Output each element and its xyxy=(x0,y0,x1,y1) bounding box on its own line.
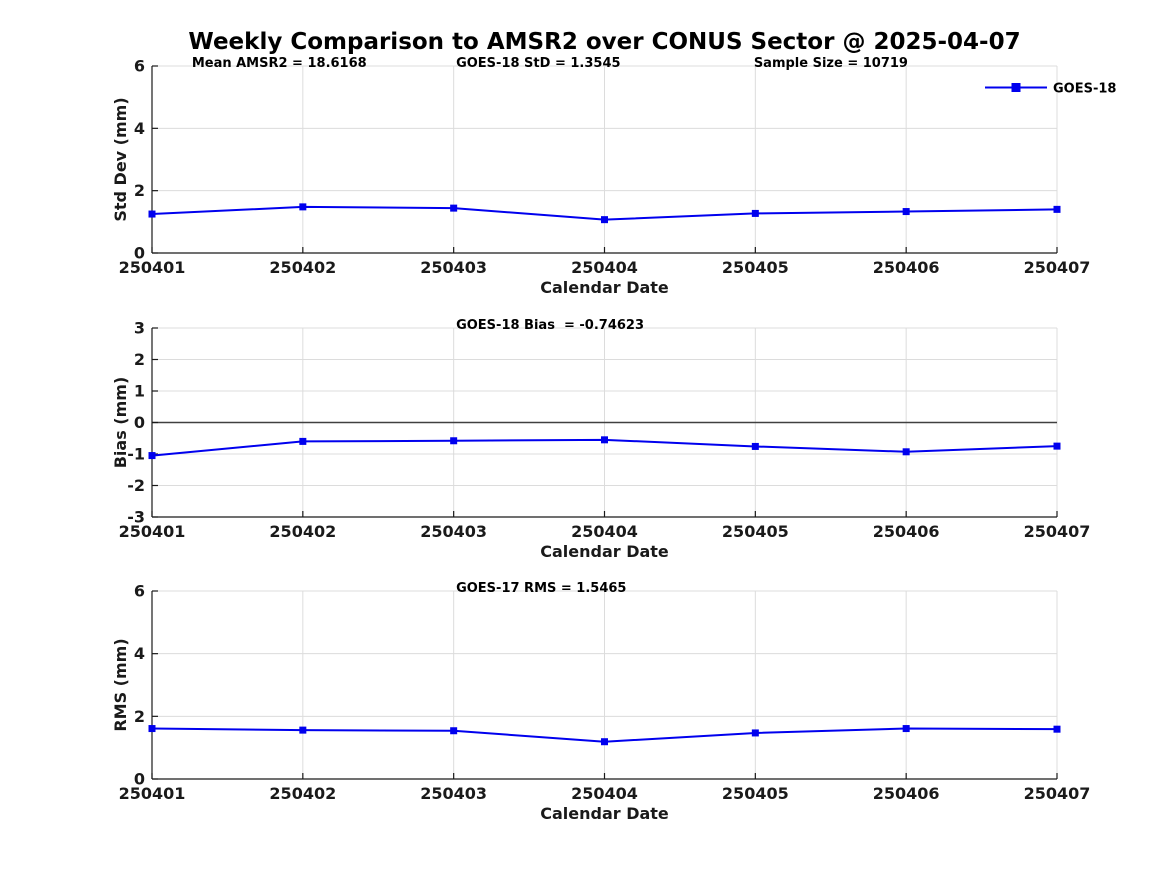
x-tick-label: 250401 xyxy=(119,522,186,541)
y-axis-title: RMS (mm) xyxy=(111,638,130,731)
x-axis-title: Calendar Date xyxy=(540,278,669,297)
y-tick-label: 2 xyxy=(134,350,145,369)
x-tick-label: 250404 xyxy=(571,258,638,277)
y-tick-label: 2 xyxy=(134,707,145,726)
x-tick-label: 250407 xyxy=(1024,522,1091,541)
data-point-marker xyxy=(1053,442,1061,450)
x-tick-label: 250406 xyxy=(873,258,940,277)
data-point-marker xyxy=(601,436,608,444)
data-point-marker xyxy=(902,448,910,456)
y-tick-label: 4 xyxy=(134,119,145,138)
y-tick-label: 0 xyxy=(134,413,145,432)
y-tick-label: 6 xyxy=(134,57,145,76)
y-tick-label: -2 xyxy=(127,476,145,495)
x-tick-label: 250403 xyxy=(420,258,487,277)
data-point-marker xyxy=(148,452,156,460)
y-tick-label: 6 xyxy=(134,582,145,601)
data-point-marker xyxy=(450,727,458,735)
x-tick-label: 250401 xyxy=(119,258,186,277)
data-point-marker xyxy=(299,726,307,734)
data-point-marker xyxy=(601,738,608,746)
data-point-marker xyxy=(299,437,307,445)
y-axis-title: Bias (mm) xyxy=(111,377,130,469)
y-tick-label: 2 xyxy=(134,181,145,200)
x-tick-label: 250407 xyxy=(1024,784,1091,803)
y-tick-label: -1 xyxy=(127,445,145,464)
data-point-marker xyxy=(902,208,910,216)
data-point-marker xyxy=(751,729,759,737)
data-point-marker xyxy=(1053,725,1061,733)
stat-annotation: Sample Size = 10719 xyxy=(754,56,908,71)
x-tick-label: 250404 xyxy=(571,522,638,541)
data-point-marker xyxy=(1053,205,1061,213)
data-point-marker xyxy=(751,442,759,450)
y-tick-label: -3 xyxy=(127,508,145,527)
y-tick-label: 1 xyxy=(134,382,145,401)
x-tick-label: 250406 xyxy=(873,784,940,803)
data-point-marker xyxy=(601,216,608,224)
y-tick-label: 4 xyxy=(134,644,145,663)
x-tick-label: 250401 xyxy=(119,784,186,803)
x-tick-label: 250403 xyxy=(420,522,487,541)
x-tick-label: 250404 xyxy=(571,784,638,803)
x-tick-label: 250403 xyxy=(420,784,487,803)
y-tick-label: 3 xyxy=(134,319,145,338)
x-axis-title: Calendar Date xyxy=(540,804,669,823)
x-tick-label: 250406 xyxy=(873,522,940,541)
stat-annotation: GOES-18 Bias = -0.74623 xyxy=(456,318,644,333)
y-axis-title: Std Dev (mm) xyxy=(111,97,130,221)
legend-label: GOES-18 xyxy=(1053,82,1116,97)
stat-annotation: Mean AMSR2 = 18.6168 xyxy=(192,56,367,71)
data-point-marker xyxy=(450,437,458,445)
x-tick-label: 250407 xyxy=(1024,258,1091,277)
x-tick-label: 250402 xyxy=(269,522,336,541)
y-tick-label: 0 xyxy=(134,770,145,789)
data-point-marker xyxy=(299,203,307,211)
x-tick-label: 250405 xyxy=(722,258,789,277)
y-tick-label: 0 xyxy=(134,244,145,263)
x-tick-label: 250402 xyxy=(269,784,336,803)
x-tick-label: 250402 xyxy=(269,258,336,277)
x-axis-title: Calendar Date xyxy=(540,542,669,561)
stat-annotation: GOES-17 RMS = 1.5465 xyxy=(456,581,626,596)
data-point-marker xyxy=(450,204,458,212)
data-point-marker xyxy=(902,725,910,733)
data-point-marker xyxy=(148,210,156,218)
data-point-marker xyxy=(751,209,759,217)
x-tick-label: 250405 xyxy=(722,522,789,541)
figure-title: Weekly Comparison to AMSR2 over CONUS Se… xyxy=(188,29,1021,55)
legend-marker-sample xyxy=(1011,83,1021,92)
x-tick-label: 250405 xyxy=(722,784,789,803)
data-point-marker xyxy=(148,725,156,733)
stat-annotation: GOES-18 StD = 1.3545 xyxy=(456,56,620,71)
